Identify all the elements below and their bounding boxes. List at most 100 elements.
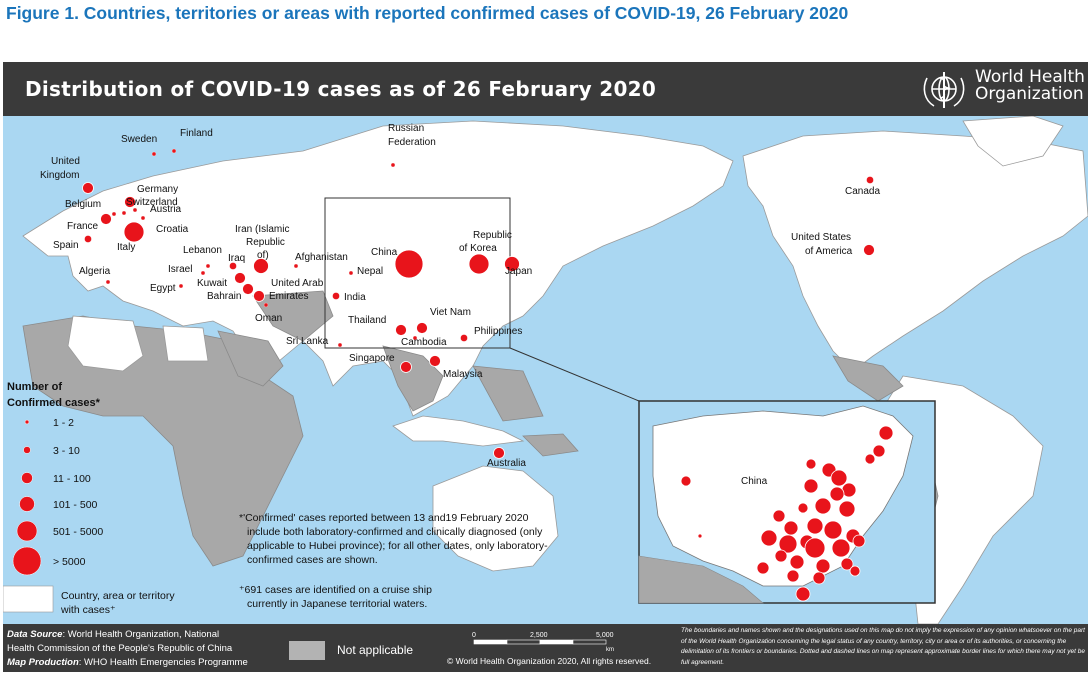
case-marker-united-arab-emirates (253, 290, 265, 302)
inset-province-marker (680, 475, 692, 487)
not-applicable-label: Not applicable (337, 643, 414, 657)
legend: Number of Confirmed cases* 1 - 2 3 - 10 11… (7, 381, 175, 616)
legend-title-line1: Number of (7, 381, 62, 393)
place-label-united-kingdom: United Kingdom (40, 156, 80, 181)
place-label-germany: Germany (137, 184, 178, 195)
place-label-singapore: Singapore (349, 353, 395, 364)
case-marker-israel (200, 270, 206, 276)
case-marker-republic-of-korea (468, 253, 490, 275)
case-marker-iran-islamic-republic-of (253, 258, 269, 274)
place-label-algeria: Algeria (79, 266, 111, 277)
case-marker-sri-lanka (337, 342, 343, 348)
case-marker-united-kingdom (82, 182, 94, 194)
cruise-note-l1: ⁺691 cases are identified on a cruise sh… (239, 584, 432, 596)
case-marker-switzerland (121, 210, 127, 216)
legend-class-label-1: 1 - 2 (53, 417, 74, 429)
map-footer: Data Source: World Health Organization, … (3, 624, 1088, 672)
case-marker-egypt (178, 283, 184, 289)
disclaimer: The boundaries and names shown and the d… (681, 627, 1085, 666)
place-label-philippines: Philippines (474, 326, 522, 337)
legend-class-label-2: 3 - 10 (53, 445, 80, 457)
place-label-viet-nam: Viet Nam (430, 307, 471, 318)
inset-province-marker (831, 538, 851, 558)
case-marker-bahrain (242, 283, 254, 295)
source-text-2: Health Commission of the People's Republ… (7, 643, 233, 654)
case-marker-austria (132, 207, 138, 213)
inset-province-marker (756, 561, 770, 575)
place-label-italy: Italy (117, 242, 135, 253)
legend-area-line2: with cases⁺ (60, 604, 116, 616)
source-label: Data Source (7, 629, 63, 640)
place-label-iraq: Iraq (228, 253, 245, 264)
production-label: Map Production (7, 657, 79, 668)
production-text: : WHO Health Emergencies Programme (78, 657, 248, 668)
land-central-america-gray (832, 355, 904, 402)
case-marker-viet-nam (416, 322, 428, 334)
source-text: : World Health Organization, National (62, 629, 220, 640)
inset-province-marker (815, 558, 831, 574)
legend-marker-5 (16, 520, 38, 542)
place-label-lebanon: Lebanon (183, 245, 222, 256)
case-marker-philippines (460, 334, 468, 342)
case-marker-germany (124, 196, 136, 208)
land-australia (432, 465, 559, 572)
legend-class-label-5: 501 - 5000 (53, 526, 103, 538)
place-label-france: France (67, 221, 99, 232)
scale-bar: 0 2,500 5,000 km (472, 632, 614, 652)
place-label-united-states-of-america: United States of America (791, 232, 853, 257)
map-frame: Distribution of COVID-19 cases as of 26 … (3, 62, 1088, 672)
map-header: Distribution of COVID-19 cases as of 26 … (3, 62, 1088, 116)
case-marker-australia (493, 447, 505, 459)
legend-class-label-6: > 5000 (53, 556, 86, 568)
case-marker-japan (504, 256, 520, 272)
legend-area-line1: Country, area or territory (61, 590, 175, 602)
place-label-switzerland: Switzerland (126, 197, 178, 208)
land-indonesia (392, 415, 525, 447)
case-marker-france (100, 213, 112, 225)
place-label-thailand: Thailand (348, 315, 386, 326)
inset-province-marker (814, 497, 832, 515)
place-label-russian-federation: Russian Federation (388, 123, 436, 148)
case-marker-croatia (140, 215, 146, 221)
case-marker-belgium (111, 211, 117, 217)
map-title: Distribution of COVID-19 cases as of 26 … (25, 77, 657, 101)
place-label-oman: Oman (255, 313, 282, 324)
legend-area-swatch (3, 585, 54, 613)
inset-province-marker (849, 565, 861, 577)
world-map (3, 116, 1088, 624)
place-label-republic-of-korea: Republic of Korea (459, 230, 512, 254)
place-label-spain: Spain (53, 240, 79, 251)
place-label-finland: Finland (180, 128, 213, 139)
place-label-united-arab-emirates: United Arab Emirates (269, 278, 324, 302)
place-label-nepal: Nepal (357, 266, 383, 277)
legend-class-label-4: 101 - 500 (53, 499, 98, 511)
land-africa-white (67, 315, 144, 372)
case-marker-china (394, 249, 424, 279)
source-block: Data Source: World Health Organization, … (7, 628, 248, 670)
legend-marker-4 (19, 496, 35, 512)
not-applicable-lands (22, 290, 939, 567)
case-marker-spain (84, 235, 92, 243)
case-marker-lebanon (205, 263, 211, 269)
inset-province-marker (840, 557, 854, 571)
legend-marker-3 (21, 472, 33, 484)
china-zoom-box (324, 197, 511, 349)
place-label-iran-islamic-republic-of: Iran (Islamic Republic of) (235, 224, 289, 261)
who-name: World Health Organization (975, 69, 1085, 103)
scale-unit: km (606, 647, 614, 652)
inset-province-marker (786, 569, 800, 583)
land-pacific-gray (472, 365, 544, 422)
inset-label-china: China (741, 476, 768, 487)
legend-marker-1 (24, 419, 30, 425)
legend-marker-2 (23, 446, 31, 454)
case-marker-thailand (395, 324, 407, 336)
zoom-connector (509, 347, 640, 402)
inset-province-marker (872, 444, 886, 458)
land-greenland (962, 116, 1064, 167)
inset-province-marker (697, 533, 703, 539)
inset-province-marker (783, 520, 799, 536)
not-applicable-swatch (289, 641, 325, 660)
case-marker-sweden (151, 151, 157, 157)
case-markers (82, 148, 875, 459)
place-label-japan: Japan (505, 266, 532, 277)
